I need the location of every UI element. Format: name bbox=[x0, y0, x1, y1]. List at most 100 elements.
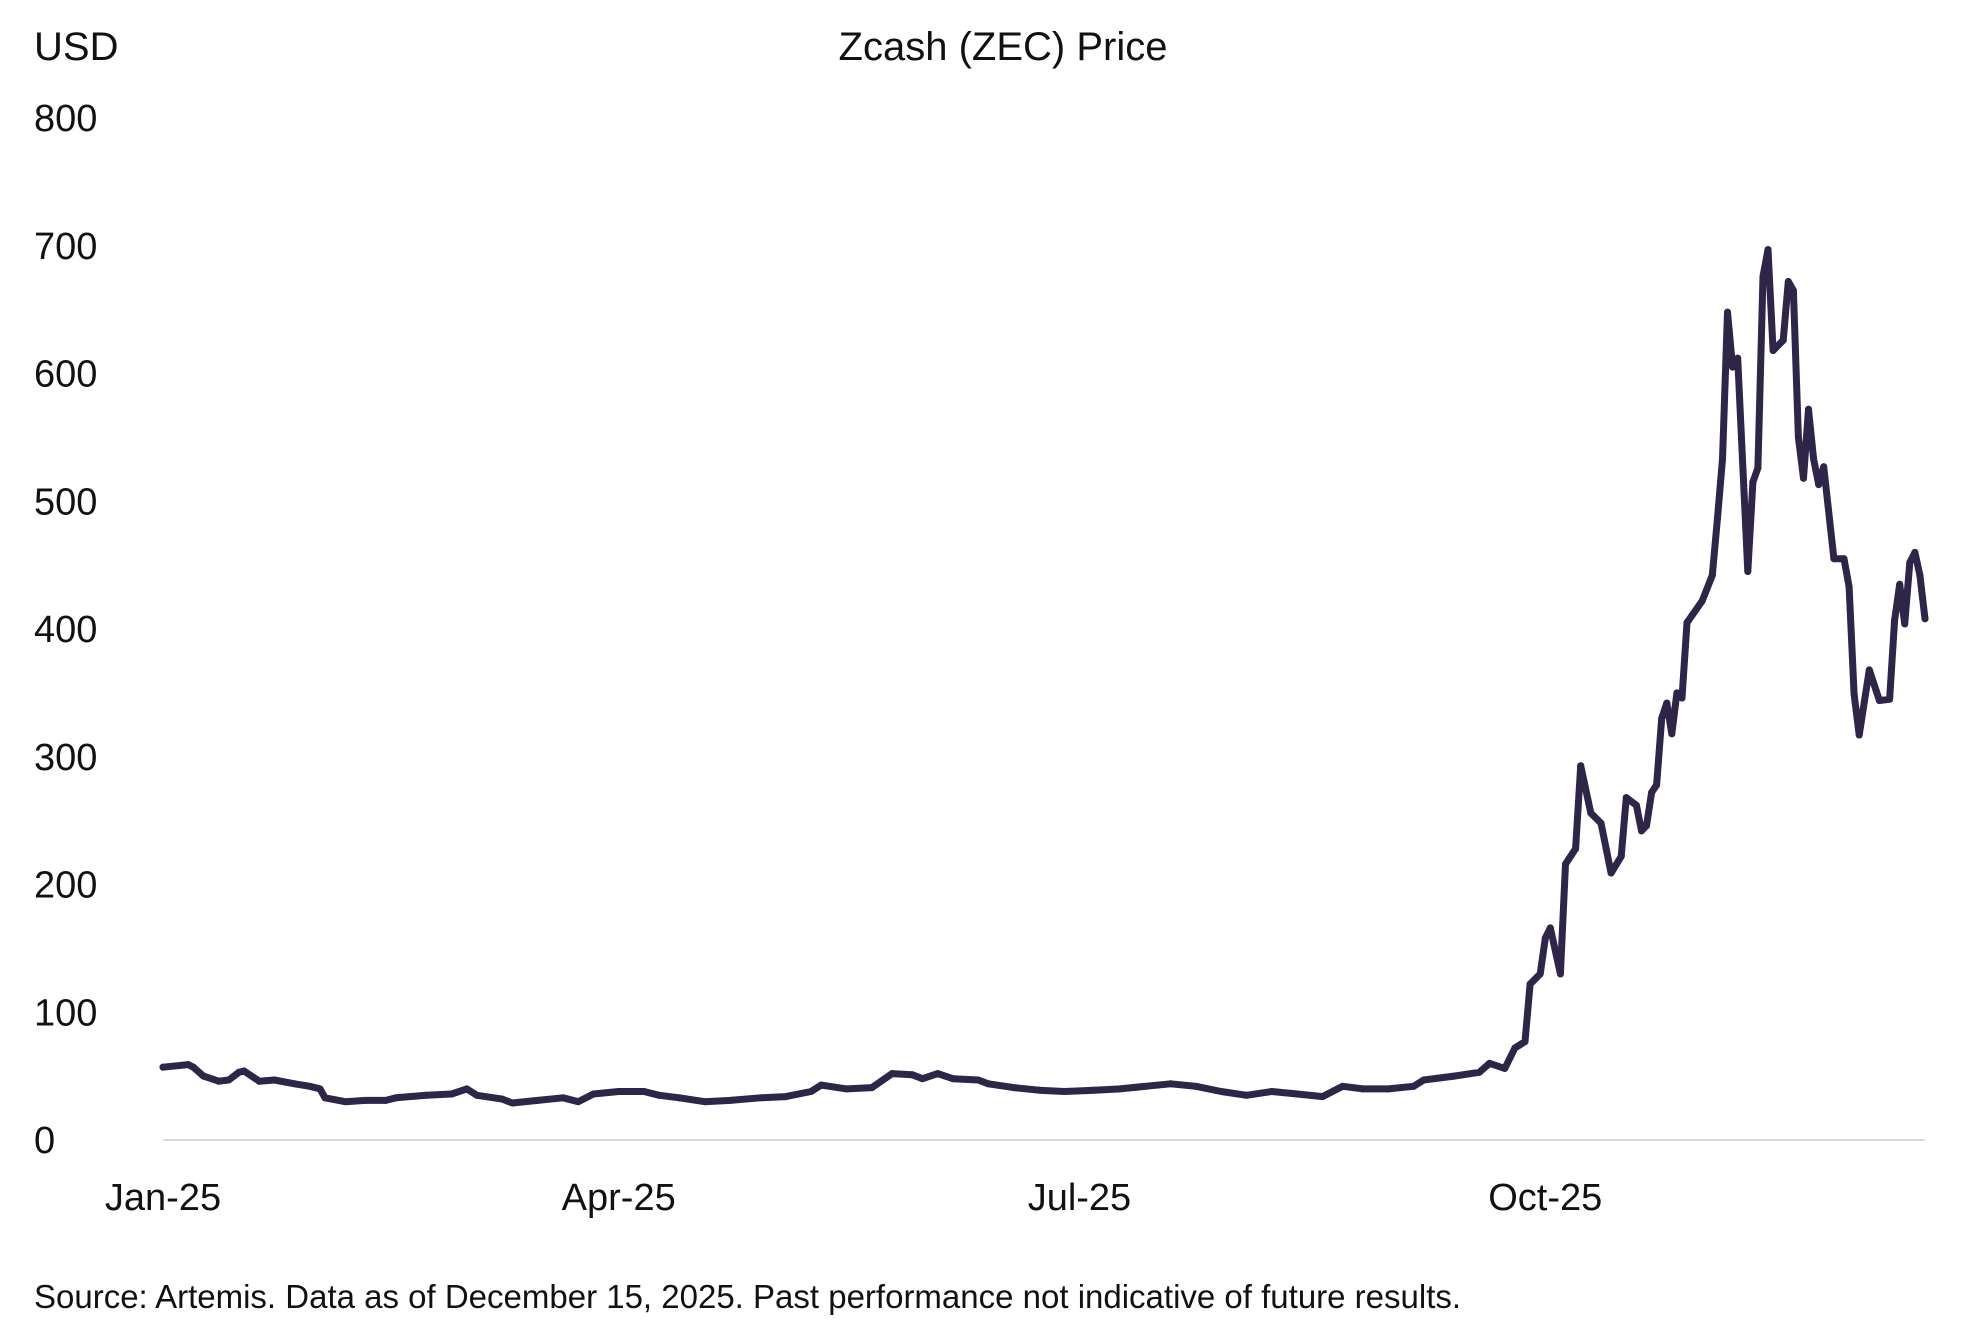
data-point bbox=[240, 1067, 248, 1075]
price-points bbox=[159, 246, 1929, 1107]
data-point bbox=[1850, 690, 1858, 698]
data-point bbox=[918, 1075, 926, 1083]
y-axis-unit-label: USD bbox=[34, 25, 118, 69]
data-point bbox=[756, 1094, 764, 1102]
data-point bbox=[1450, 1072, 1458, 1080]
x-tick-label: Oct-25 bbox=[1488, 1177, 1602, 1219]
data-point bbox=[1622, 794, 1630, 802]
data-point bbox=[726, 1096, 734, 1104]
data-point bbox=[422, 1091, 430, 1099]
data-point bbox=[1217, 1087, 1225, 1095]
data-point bbox=[974, 1076, 982, 1084]
data-point bbox=[701, 1098, 709, 1106]
data-point bbox=[589, 1090, 597, 1098]
data-point bbox=[1010, 1084, 1018, 1092]
data-point bbox=[1820, 463, 1828, 471]
data-point bbox=[1799, 474, 1807, 482]
data-point bbox=[1724, 308, 1732, 316]
data-point bbox=[1521, 1038, 1529, 1046]
data-point bbox=[1546, 924, 1554, 932]
data-point bbox=[473, 1091, 481, 1099]
y-axis-ticks: 0 100 200 300 400 500 600 700 800 bbox=[34, 98, 97, 1162]
data-point bbox=[640, 1087, 648, 1095]
data-point bbox=[1268, 1087, 1276, 1095]
data-point bbox=[1810, 455, 1818, 463]
data-point bbox=[1572, 845, 1580, 853]
data-point bbox=[1526, 980, 1534, 988]
data-point bbox=[1683, 619, 1691, 627]
data-point bbox=[1167, 1080, 1175, 1088]
data-point bbox=[1339, 1082, 1347, 1090]
data-point bbox=[1653, 781, 1661, 789]
data-point bbox=[1587, 809, 1595, 817]
data-point bbox=[1911, 548, 1919, 556]
data-point bbox=[1577, 762, 1585, 770]
data-point bbox=[1663, 699, 1671, 707]
data-point bbox=[291, 1080, 299, 1088]
data-point bbox=[1420, 1076, 1428, 1084]
data-point bbox=[1916, 571, 1924, 579]
data-point bbox=[1708, 571, 1716, 579]
y-tick-label: 200 bbox=[34, 865, 97, 907]
data-point bbox=[1617, 852, 1625, 860]
data-point bbox=[1637, 827, 1645, 835]
data-point bbox=[574, 1098, 582, 1106]
data-point bbox=[817, 1081, 825, 1089]
data-point bbox=[655, 1091, 663, 1099]
data-point bbox=[1749, 478, 1757, 486]
data-point bbox=[321, 1094, 329, 1102]
data-point bbox=[1678, 694, 1686, 702]
data-point bbox=[1901, 620, 1909, 628]
data-point bbox=[888, 1070, 896, 1078]
y-tick-label: 100 bbox=[34, 992, 97, 1034]
data-point bbox=[1886, 695, 1894, 703]
data-point bbox=[1769, 347, 1777, 355]
y-tick-label: 700 bbox=[34, 226, 97, 268]
data-point bbox=[1091, 1086, 1099, 1094]
data-point bbox=[1384, 1085, 1392, 1093]
data-point bbox=[1116, 1085, 1124, 1093]
data-point bbox=[1794, 433, 1802, 441]
y-tick-label: 400 bbox=[34, 609, 97, 651]
data-point bbox=[1855, 731, 1863, 739]
data-point bbox=[1359, 1085, 1367, 1093]
data-point bbox=[949, 1075, 957, 1083]
data-point bbox=[1673, 689, 1681, 697]
data-point bbox=[1830, 555, 1838, 563]
data-point bbox=[1293, 1090, 1301, 1098]
data-point bbox=[1141, 1082, 1149, 1090]
data-point bbox=[1511, 1044, 1519, 1052]
data-point bbox=[1410, 1082, 1418, 1090]
data-point bbox=[392, 1094, 400, 1102]
x-tick-label: Jan-25 bbox=[105, 1177, 221, 1219]
data-point bbox=[463, 1085, 471, 1093]
data-point bbox=[934, 1070, 942, 1078]
data-point bbox=[1906, 559, 1914, 567]
data-point bbox=[270, 1076, 278, 1084]
data-point bbox=[306, 1082, 314, 1090]
data-point bbox=[1789, 286, 1797, 294]
data-point bbox=[1754, 464, 1762, 472]
data-point bbox=[1648, 789, 1656, 797]
data-point bbox=[1556, 970, 1564, 978]
data-point bbox=[868, 1084, 876, 1092]
x-axis-ticks: Jan-25 Apr-25 Jul-25 Oct-25 bbox=[105, 1177, 1602, 1219]
y-tick-label: 500 bbox=[34, 481, 97, 523]
chart-title: Zcash (ZEC) Price bbox=[839, 25, 1168, 69]
data-point bbox=[1536, 970, 1544, 978]
data-point bbox=[1501, 1064, 1509, 1072]
data-point bbox=[1541, 934, 1549, 942]
data-point bbox=[675, 1094, 683, 1102]
data-point bbox=[316, 1085, 324, 1093]
data-point bbox=[498, 1095, 506, 1103]
data-point bbox=[615, 1087, 623, 1095]
data-point bbox=[1779, 336, 1787, 344]
data-point bbox=[255, 1077, 263, 1085]
data-point bbox=[843, 1085, 851, 1093]
data-point bbox=[1759, 272, 1767, 280]
y-tick-label: 600 bbox=[34, 354, 97, 396]
data-point bbox=[1562, 860, 1570, 868]
source-note: Source: Artemis. Data as of December 15,… bbox=[34, 1278, 1461, 1315]
data-point bbox=[534, 1096, 542, 1104]
